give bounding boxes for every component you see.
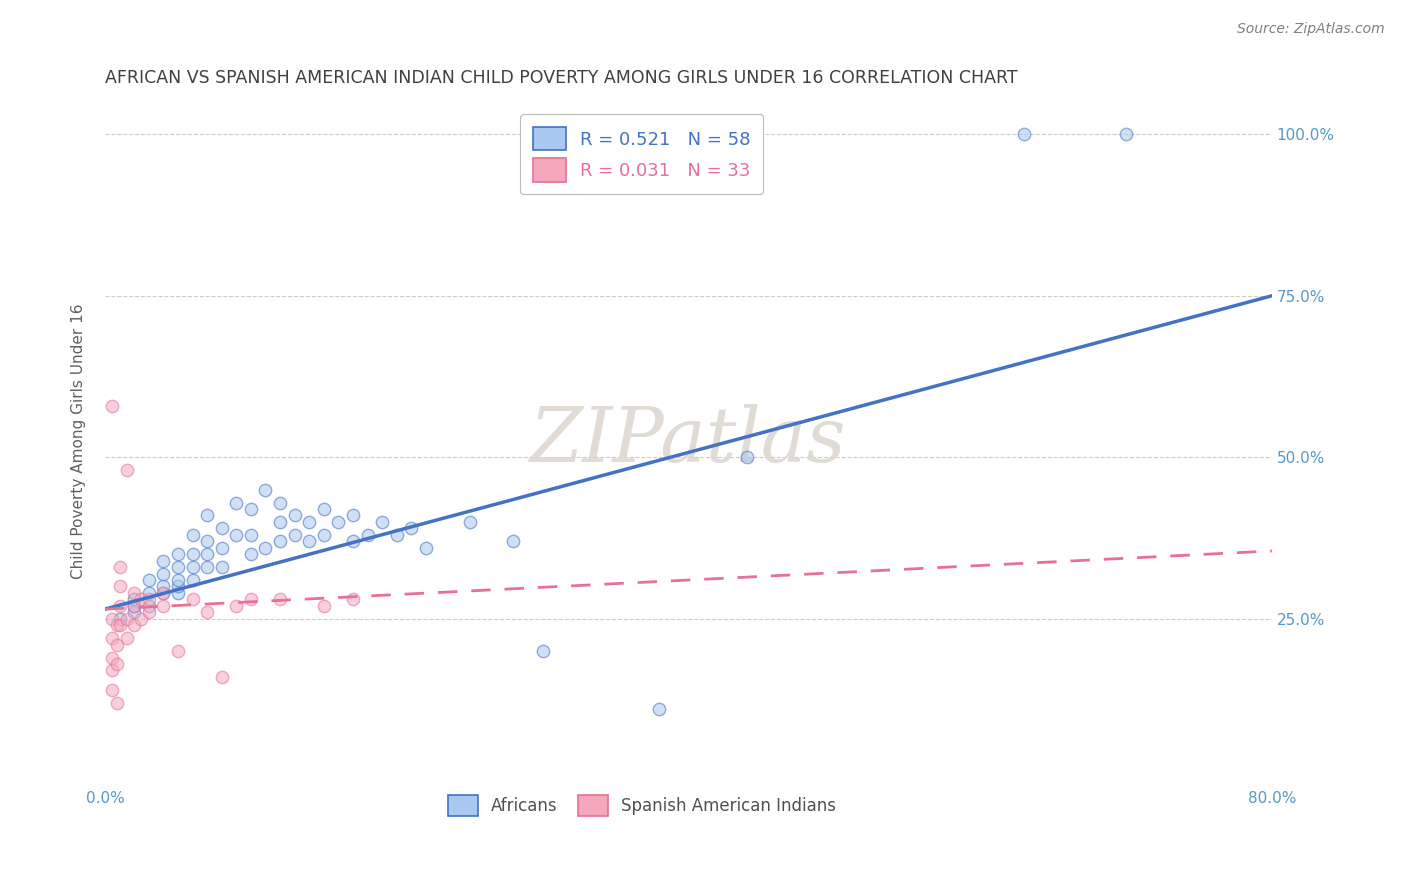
Point [312,528,335,542]
Point [225,528,247,542]
Point [239,547,262,561]
Point [502,534,524,549]
Point [105,696,128,710]
Point [181,573,204,587]
Point [138,573,160,587]
Point [115,463,138,477]
Point [195,508,218,523]
Point [105,638,128,652]
Point [239,528,262,542]
Legend: Africans, Spanish American Indians: Africans, Spanish American Indians [441,789,842,822]
Point [342,592,364,607]
Point [181,592,204,607]
Point [105,657,128,671]
Y-axis label: Child Poverty Among Girls Under 16: Child Poverty Among Girls Under 16 [72,303,86,579]
Point [152,554,174,568]
Point [298,534,321,549]
Point [458,515,481,529]
Point [531,644,554,658]
Point [152,566,174,581]
Point [105,618,128,632]
Point [152,599,174,613]
Point [122,592,145,607]
Point [195,605,218,619]
Point [254,541,277,555]
Point [167,573,190,587]
Point [152,586,174,600]
Point [269,534,291,549]
Point [1115,128,1137,142]
Point [167,644,190,658]
Point [371,515,394,529]
Point [269,515,291,529]
Point [122,599,145,613]
Point [312,502,335,516]
Point [211,541,233,555]
Point [167,586,190,600]
Point [195,560,218,574]
Point [312,599,335,613]
Point [122,618,145,632]
Point [181,528,204,542]
Text: ZIPatlas: ZIPatlas [530,404,846,478]
Point [356,528,378,542]
Point [239,592,262,607]
Text: AFRICAN VS SPANISH AMERICAN INDIAN CHILD POVERTY AMONG GIRLS UNDER 16 CORRELATIO: AFRICAN VS SPANISH AMERICAN INDIAN CHILD… [105,69,1018,87]
Point [342,534,364,549]
Point [181,547,204,561]
Point [269,592,291,607]
Point [239,502,262,516]
Point [211,670,233,684]
Point [167,547,190,561]
Point [101,612,124,626]
Point [225,599,247,613]
Point [401,521,423,535]
Point [284,528,307,542]
Point [152,586,174,600]
Point [115,631,138,645]
Point [131,592,153,607]
Point [108,612,131,626]
Point [167,560,190,574]
Point [167,580,190,594]
Point [108,560,131,574]
Point [269,495,291,509]
Point [385,528,408,542]
Point [122,605,145,619]
Point [195,534,218,549]
Point [415,541,437,555]
Point [211,560,233,574]
Point [284,508,307,523]
Point [101,682,124,697]
Point [342,508,364,523]
Point [138,592,160,607]
Point [648,702,671,716]
Point [108,580,131,594]
Point [101,631,124,645]
Point [254,483,277,497]
Point [138,605,160,619]
Point [108,618,131,632]
Point [735,450,758,465]
Point [195,547,218,561]
Point [211,521,233,535]
Point [181,560,204,574]
Point [152,580,174,594]
Point [138,586,160,600]
Point [122,599,145,613]
Point [328,515,350,529]
Point [122,586,145,600]
Text: Source: ZipAtlas.com: Source: ZipAtlas.com [1237,22,1385,37]
Point [1012,128,1035,142]
Point [115,612,138,626]
Point [225,495,247,509]
Point [101,664,124,678]
Point [131,612,153,626]
Point [138,599,160,613]
Point [108,599,131,613]
Point [298,515,321,529]
Point [101,399,124,413]
Point [101,650,124,665]
